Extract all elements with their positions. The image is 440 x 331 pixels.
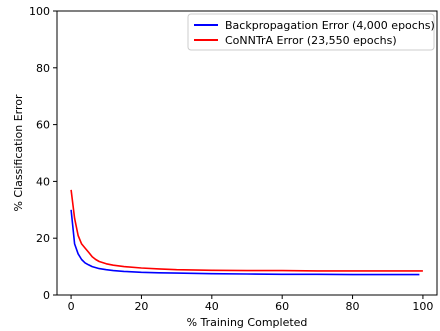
- series-line-1: [70, 209, 420, 276]
- x-tick-label-80: 80: [346, 300, 360, 313]
- y-tick-label-20: 20: [36, 232, 50, 245]
- x-axis-label: % Training Completed: [187, 316, 308, 329]
- x-tick-label-100: 100: [412, 300, 433, 313]
- x-tick-label-20: 20: [134, 300, 148, 313]
- legend-label-1: Backpropagation Error (4,000 epochs): [225, 19, 435, 32]
- y-tick-label-80: 80: [36, 62, 50, 75]
- y-tick-label-40: 40: [36, 175, 50, 188]
- legend-box: [187, 13, 435, 51]
- y-tick-label-100: 100: [29, 5, 50, 18]
- y-axis-label: % Classification Error: [12, 94, 25, 212]
- y-tick-label-60: 60: [36, 119, 50, 132]
- axes-frame: [56, 10, 438, 296]
- series-line-2: [70, 189, 423, 272]
- x-tick-label-0: 0: [68, 300, 75, 313]
- x-tick-label-60: 60: [275, 300, 289, 313]
- y-tick-label-0: 0: [43, 289, 50, 302]
- legend: Backpropagation Error (4,000 epochs) CoNN…: [187, 13, 435, 51]
- legend-label-2: CoNNTrA Error (23,550 epochs): [225, 34, 397, 47]
- x-tick-label-40: 40: [205, 300, 219, 313]
